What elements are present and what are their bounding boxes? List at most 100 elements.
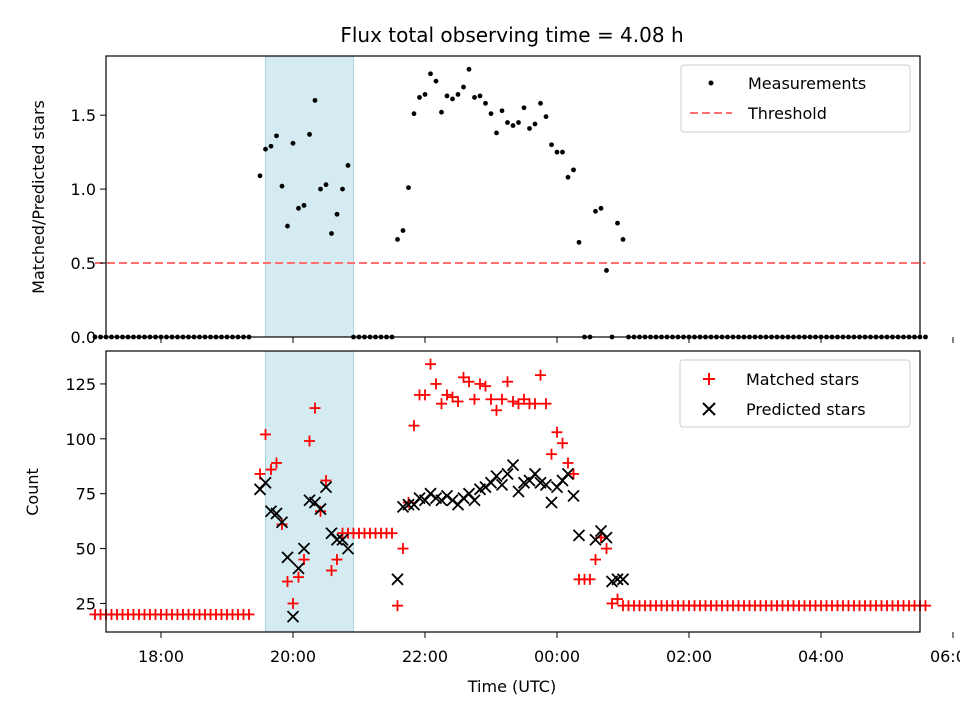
count-x-ticks: 18:00 20:00 22:00 00:00 02:00 04:00 06:00 <box>138 632 960 666</box>
matched-star-point <box>309 402 321 414</box>
predicted-star-point <box>468 494 481 507</box>
predicted-star-point <box>561 467 575 481</box>
matched-star-point <box>271 457 282 469</box>
measurement-point <box>521 105 527 111</box>
measurement-point <box>549 142 554 148</box>
matched-star-point <box>474 378 486 390</box>
measurement-point <box>472 95 477 100</box>
count-y-axis-label: Count <box>23 468 42 516</box>
predicted-star-point <box>501 467 514 481</box>
matched-star-point <box>546 448 557 460</box>
measurement-point <box>923 334 928 340</box>
predicted-star-point <box>314 502 327 516</box>
measurement-point <box>274 133 279 139</box>
matched-star-point <box>452 395 464 407</box>
measurement-point <box>422 92 428 97</box>
x-tick-label: 06:00 <box>930 647 960 666</box>
measurement-point <box>499 108 505 114</box>
matched-star-point <box>590 554 601 566</box>
matched-star-point <box>612 593 623 605</box>
predicted-star-point <box>539 478 553 492</box>
measurement-point <box>433 78 439 84</box>
predicted-star-point <box>286 610 300 623</box>
y-tick-label: 0.0 <box>71 328 96 347</box>
matched-star-point <box>392 600 403 612</box>
matched-star-point <box>408 420 420 432</box>
predicted-star-point <box>589 533 602 546</box>
matched-star-point <box>469 393 480 405</box>
measurement-point <box>565 174 571 180</box>
ratio-y-axis-label: Matched/Predicted stars <box>29 100 48 294</box>
measurement-point <box>461 84 466 90</box>
measurement-point <box>323 182 329 188</box>
count-legend-box <box>679 359 911 428</box>
x-tick-label: 04:00 <box>798 647 844 666</box>
ratio-legend: Measurements Threshold <box>680 64 911 133</box>
measurement-point <box>340 186 345 192</box>
matched-star-point <box>485 393 497 405</box>
measurement-point <box>505 120 510 125</box>
measurement-point <box>279 183 285 189</box>
measurement-point <box>615 220 620 226</box>
matched-star-point <box>425 358 436 370</box>
measurement-point <box>318 186 323 192</box>
matched-star-point <box>491 404 502 416</box>
matched-star-point <box>265 464 277 476</box>
measurement-point <box>488 111 494 117</box>
matched-star-point <box>507 395 519 407</box>
measurement-point <box>301 202 307 208</box>
legend-threshold-label: Threshold <box>747 104 827 123</box>
y-tick-label: 25 <box>76 594 96 613</box>
predicted-star-point <box>341 542 355 555</box>
matched-star-point <box>584 573 596 585</box>
predicted-star-point <box>600 531 613 544</box>
matched-star-point <box>480 380 491 392</box>
measurement-point <box>593 208 598 214</box>
legend-measurements-label: Measurements <box>748 74 866 93</box>
measurement-point <box>290 140 296 146</box>
predicted-star-point <box>495 478 509 492</box>
matched-star-point <box>282 576 293 588</box>
matched-star-point <box>419 389 431 401</box>
legend-matched-label: Matched stars <box>746 370 859 389</box>
observing-interval-1 <box>265 350 354 633</box>
x-tick-label: 22:00 <box>402 647 448 666</box>
measurement-point <box>439 109 444 115</box>
matched-star-point <box>920 600 931 612</box>
measurement-point <box>510 123 516 128</box>
predicted-star-point <box>572 529 586 542</box>
measurement-point <box>263 146 268 152</box>
measurement-point <box>285 223 290 229</box>
measurement-point <box>329 231 334 236</box>
legend-measurement-marker <box>708 80 714 86</box>
matched-star-point <box>326 565 337 577</box>
predicted-star-point <box>297 542 311 555</box>
observing-interval-1 <box>265 55 354 338</box>
matched-star-point <box>397 543 409 555</box>
y-tick-label: 1.5 <box>71 106 96 125</box>
measurement-point <box>92 334 98 340</box>
predicted-star-point <box>512 485 525 498</box>
matched-star-point <box>463 376 475 388</box>
matched-star-point <box>430 378 442 390</box>
matched-star-point <box>540 398 552 410</box>
measurement-point <box>296 205 301 211</box>
legend-matched-marker <box>703 373 715 385</box>
measurement-point <box>417 95 422 100</box>
matched-star-point <box>287 597 299 609</box>
matched-star-point <box>502 376 513 388</box>
predicted-star-point <box>528 467 542 481</box>
figure-title: Flux total observing time = 4.08 h <box>340 23 683 47</box>
legend-predicted-label: Predicted stars <box>746 400 866 419</box>
predicted-star-point <box>270 507 283 520</box>
count-y-ticks: 25 50 75 100 125 <box>65 375 106 613</box>
measurement-point <box>450 96 455 102</box>
matched-star-point <box>260 428 271 440</box>
measurement-point <box>257 173 263 179</box>
measurement-point <box>477 93 483 99</box>
measurement-point <box>571 167 576 173</box>
predicted-star-point <box>611 573 624 586</box>
measurement-point <box>538 100 543 106</box>
measurement-point <box>406 185 411 191</box>
